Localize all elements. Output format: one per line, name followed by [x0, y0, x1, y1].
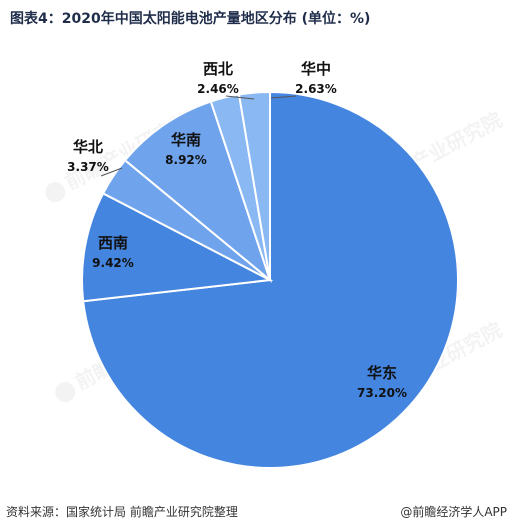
slice-value-6: 2.63% [295, 82, 337, 96]
slice-label-6: 华中 [301, 60, 331, 78]
leader-line-3 [100, 167, 123, 177]
slice-label-3: 华北 [73, 138, 103, 156]
source-note: 资料来源：国家统计局 前瞻产业研究院整理 [6, 505, 238, 519]
slice-value-4: 8.92% [165, 153, 207, 167]
slice-label-5: 西北 [203, 60, 233, 78]
slice-label-4: 华南 [171, 131, 201, 149]
pie-slice-2 [81, 192, 274, 303]
brand-credit: @前瞻经济学人APP [400, 505, 507, 519]
leader-line-6 [270, 95, 297, 99]
slice-value-5: 2.46% [197, 82, 239, 96]
leader-lines [100, 95, 297, 177]
pie-slice-6 [237, 90, 271, 281]
pie-chart: 前瞻产业研究院前瞻产业研究院前瞻产业研究院前瞻产业研究院前瞻产业研究院 华东73… [45, 60, 506, 469]
slice-label-2: 西南 [98, 234, 128, 252]
pie-slice-4 [123, 100, 273, 283]
slice-value-3: 3.37% [67, 160, 109, 174]
slice-value-2: 9.42% [92, 256, 134, 270]
slice-label-1: 华东 [367, 364, 397, 382]
pie-slices [81, 90, 459, 469]
chart-title: 图表4：2020年中国太阳能电池产量地区分布 (单位：%) [10, 11, 371, 27]
pie-labels: 华东 73.20% 西南 9.42% 华北 3.37% 华南 8.92% 西北 2.46% 华中 2.… [67, 60, 407, 400]
slice-value-1: 73.20% [357, 386, 407, 400]
leader-line-5 [225, 95, 255, 100]
